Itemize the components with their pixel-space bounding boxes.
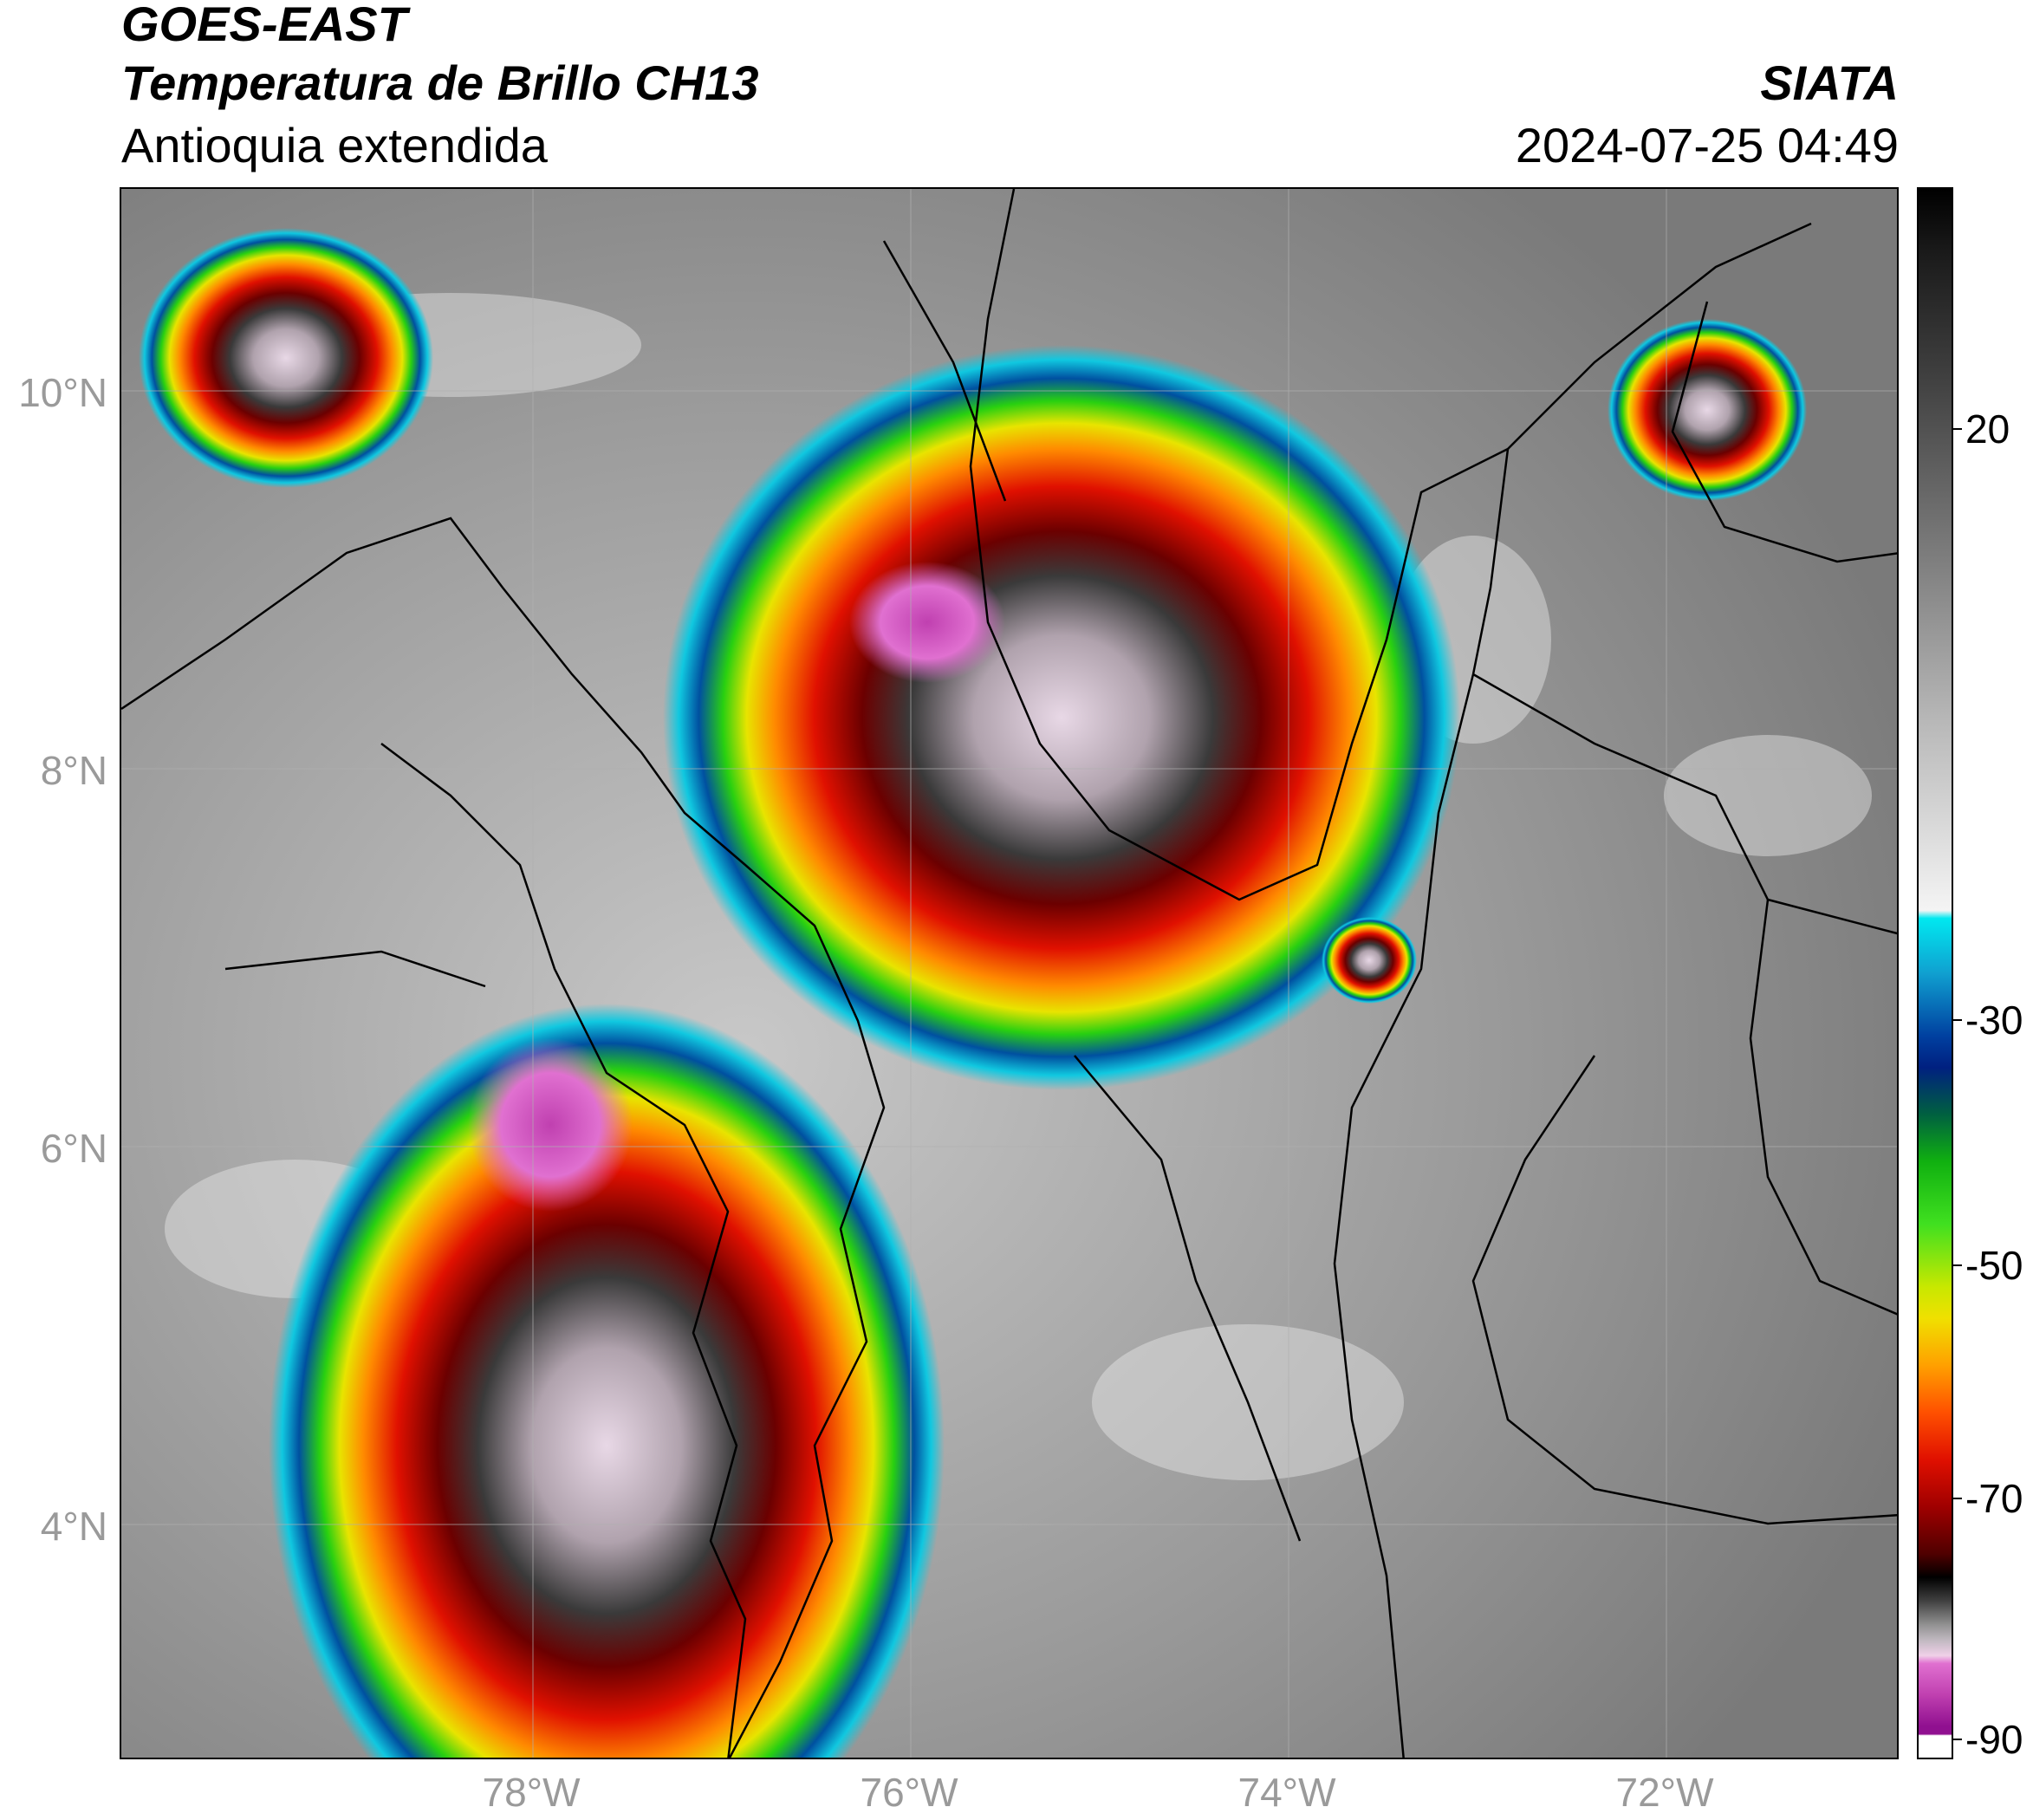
lat-label-10n: 10°N bbox=[18, 370, 107, 415]
colorbar-tick-minus90 bbox=[1953, 1739, 1962, 1740]
graticule bbox=[121, 189, 1897, 1758]
lon-label-78w: 78°W bbox=[482, 1770, 581, 1815]
storm-systems bbox=[139, 228, 1807, 1758]
lon-label-76w: 76°W bbox=[860, 1770, 958, 1815]
organization-label: SIATA bbox=[1760, 55, 1899, 110]
colorbar-label-minus70: -70 bbox=[1965, 1476, 2023, 1521]
storm-cell-southwest bbox=[269, 1004, 945, 1758]
colorbar-tick-minus30 bbox=[1953, 1019, 1962, 1021]
storm-cell-northeast bbox=[1608, 319, 1807, 501]
storm-cell-central bbox=[663, 345, 1460, 1090]
colorbar-tick-minus70 bbox=[1953, 1498, 1962, 1499]
lat-label-4n: 4°N bbox=[40, 1504, 107, 1549]
colorbar-label-minus50: -50 bbox=[1965, 1243, 2023, 1288]
colorbar-tick-20 bbox=[1953, 428, 1962, 430]
lon-label-74w: 74°W bbox=[1237, 1770, 1336, 1815]
region-name: Antioquia extendida bbox=[121, 118, 548, 172]
map-canvas bbox=[121, 189, 1897, 1758]
colorbar-label-20: 20 bbox=[1965, 406, 2010, 452]
product-title: GOES-EAST bbox=[121, 0, 407, 51]
colorbar bbox=[1917, 187, 1953, 1759]
timestamp: 2024-07-25 04:49 bbox=[1515, 118, 1899, 172]
lat-label-6n: 6°N bbox=[40, 1126, 107, 1171]
lat-label-8n: 8°N bbox=[40, 748, 107, 793]
borders bbox=[121, 189, 1897, 1758]
cold-core-southwest bbox=[468, 1038, 633, 1212]
lon-label-72w: 72°W bbox=[1615, 1770, 1714, 1815]
cold-core-central bbox=[849, 562, 1005, 683]
storm-cell-small bbox=[1322, 917, 1417, 1004]
storm-cell-northwest bbox=[139, 228, 433, 488]
colorbar-tick-minus50 bbox=[1953, 1264, 1962, 1266]
colorbar-label-minus30: -30 bbox=[1965, 998, 2023, 1043]
colorbar-label-minus90: -90 bbox=[1965, 1717, 2023, 1762]
satellite-map[interactable] bbox=[120, 187, 1899, 1759]
product-subtitle: Temperatura de Brillo CH13 bbox=[121, 55, 759, 110]
